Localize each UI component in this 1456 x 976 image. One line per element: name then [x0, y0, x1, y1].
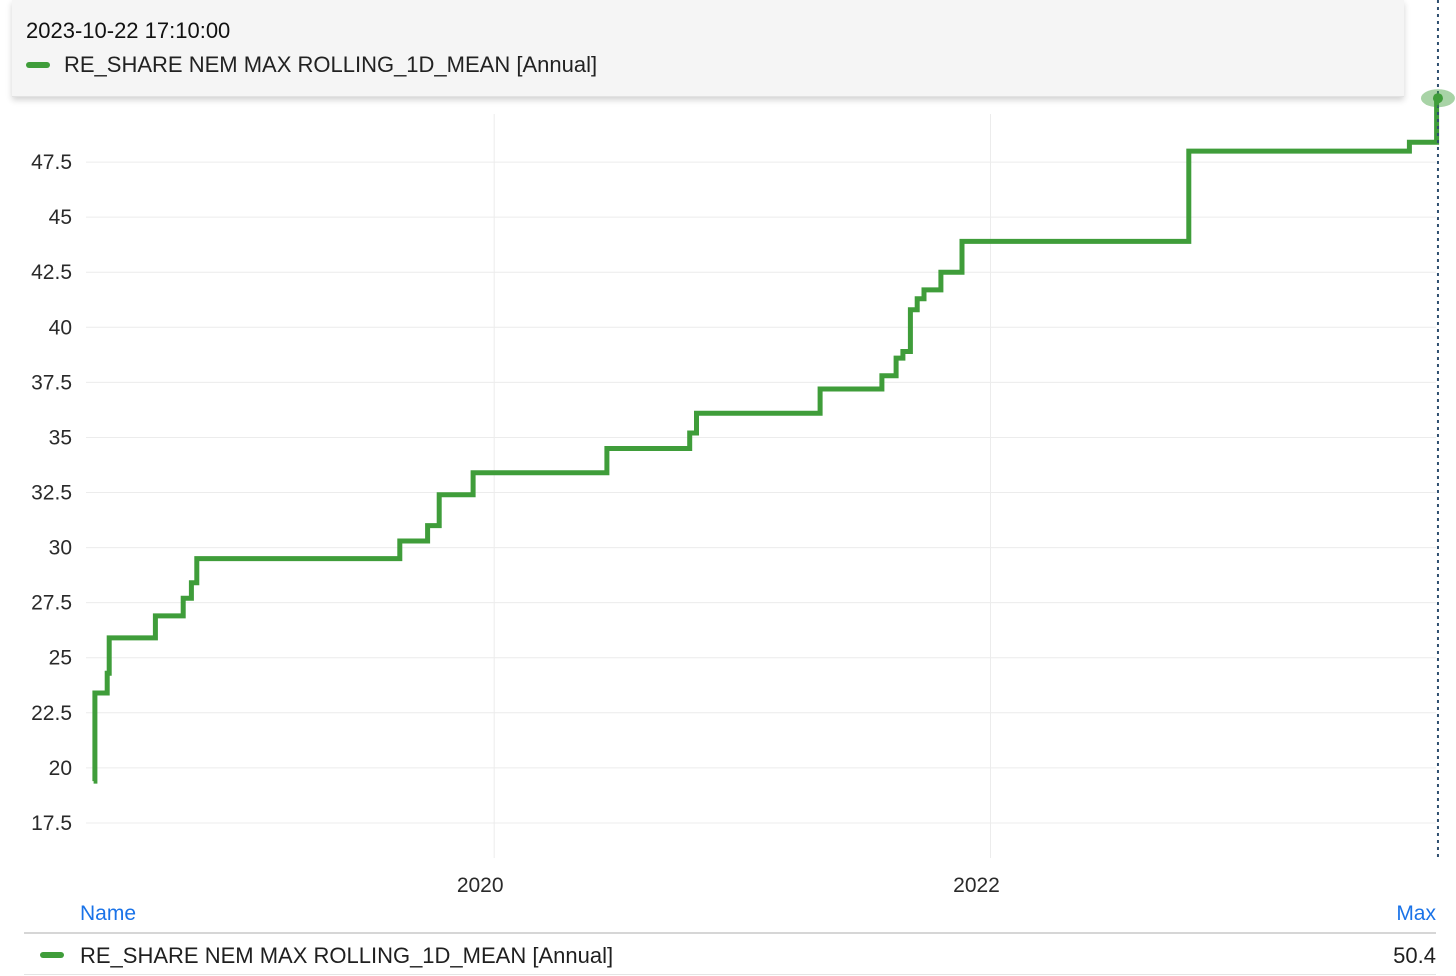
y-tick-label: 27.5	[31, 592, 72, 615]
series-line[interactable]	[92, 95, 1440, 784]
hover-point-marker	[1420, 89, 1455, 108]
legend-max-column-header[interactable]: Max	[1396, 902, 1436, 925]
legend-name-column-header[interactable]: Name	[80, 902, 137, 925]
y-tick-label: 20	[49, 757, 72, 780]
hover-tooltip: 2023-10-22 17:10:00 RE_SHARE NEM MAX ROL…	[12, 0, 1404, 97]
legend-series-label[interactable]: RE_SHARE NEM MAX ROLLING_1D_MEAN [Annual…	[80, 943, 614, 968]
y-tick-label: 32.5	[31, 482, 72, 505]
chart-plot-area[interactable]: 17.5 20 22.5 25 27.5 30 32.5 35 37.5 40 42.5 45 47.5…	[0, 0, 1456, 896]
y-tick-label: 40	[49, 316, 72, 339]
hover-point-dot	[1432, 93, 1443, 104]
legend-series-max: 50.4	[1393, 943, 1436, 968]
y-tick-label: 35	[49, 426, 72, 449]
tooltip-series-row: RE_SHARE NEM MAX ROLLING_1D_MEAN [Annual…	[26, 52, 597, 78]
series-color-swatch	[26, 62, 50, 68]
series-color-swatch	[40, 952, 64, 958]
tooltip-timestamp: 2023-10-22 17:10:00	[26, 18, 231, 43]
y-tick-label: 22.5	[31, 702, 72, 725]
x-tick-label: 2020	[457, 874, 504, 896]
tooltip-series-label: RE_SHARE NEM MAX ROLLING_1D_MEAN [Annual…	[64, 52, 598, 77]
y-tick-label: 37.5	[31, 371, 72, 394]
y-tick-label: 30	[49, 537, 72, 560]
y-tick-label: 47.5	[31, 151, 72, 174]
x-tick-label: 2022	[953, 874, 1000, 896]
y-tick-label: 42.5	[31, 261, 72, 284]
y-tick-label: 45	[49, 206, 72, 229]
legend-row[interactable]: RE_SHARE NEM MAX ROLLING_1D_MEAN [Annual…	[24, 938, 1436, 975]
y-tick-label: 25	[49, 647, 72, 670]
y-tick-label: 17.5	[31, 812, 72, 835]
legend-header: Name Max	[24, 898, 1436, 934]
